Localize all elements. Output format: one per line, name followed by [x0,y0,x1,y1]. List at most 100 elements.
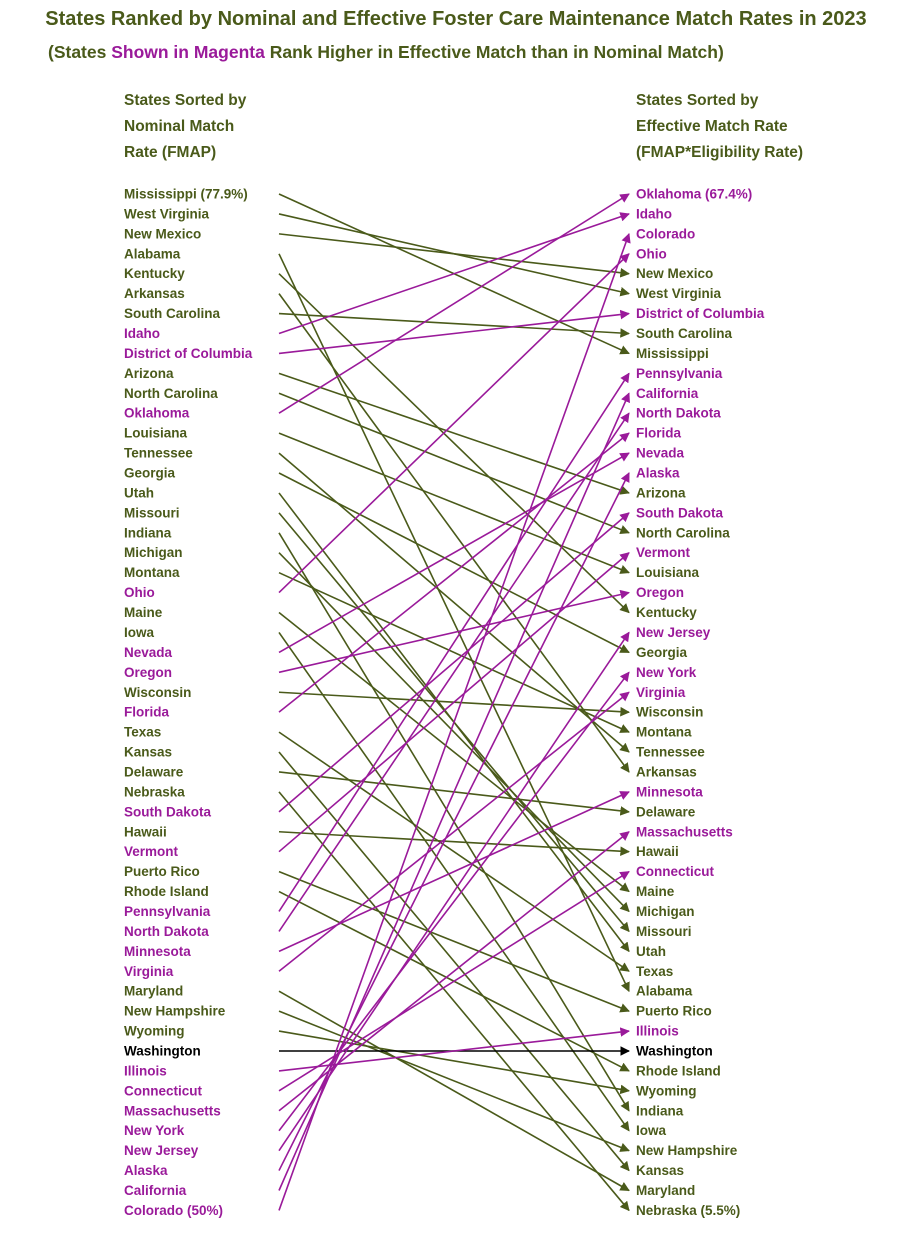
left-label-missouri: Missouri [124,505,180,520]
left-label-washington: Washington [124,1043,201,1058]
left-label-maine: Maine [124,605,163,620]
left-label-south-dakota: South Dakota [124,804,211,819]
connector-ohio [278,253,630,594]
left-label-montana: Montana [124,565,180,580]
left-label-new-mexico: New Mexico [124,226,201,241]
right-label-new-jersey: New Jersey [636,625,711,640]
right-column-header: States Sorted by Effective Match Rate (F… [636,88,803,166]
connector-north-carolina [278,392,630,535]
connector-montana [278,571,630,733]
left-label-massachusetts: Massachusetts [124,1103,221,1118]
left-label-california: California [124,1183,187,1198]
left-label-virginia: Virginia [124,964,174,979]
right-label-new-mexico: New Mexico [636,266,713,281]
left-label-oklahoma: Oklahoma [124,406,190,421]
left-label-indiana: Indiana [124,525,172,540]
connector-georgia [278,472,630,654]
chart-subtitle: (States Shown in Magenta Rank Higher in … [48,42,724,63]
connector-michigan [278,552,630,913]
left-label-wisconsin: Wisconsin [124,685,191,700]
left-label-ohio: Ohio [124,585,155,600]
connector-maryland [278,990,630,1192]
left-label-north-carolina: North Carolina [124,386,218,401]
right-label-rhode-island: Rhode Island [636,1063,721,1078]
left-label-new-jersey: New Jersey [124,1143,199,1158]
right-label-south-dakota: South Dakota [636,505,723,520]
left-label-nebraska: Nebraska [124,784,185,799]
connector-california [278,392,630,1191]
right-label-kentucky: Kentucky [636,605,697,620]
right-label-virginia: Virginia [636,685,686,700]
right-label-minnesota: Minnesota [636,784,703,799]
right-label-montana: Montana [636,725,692,740]
left-column-header: States Sorted by Nominal Match Rate (FMA… [124,88,246,166]
connector-idaho [278,212,630,335]
chart-title: States Ranked by Nominal and Effective F… [45,8,867,30]
left-label-rhode-island: Rhode Island [124,884,209,899]
left-header-line-1: States Sorted by [124,92,247,109]
connector-oregon [278,589,630,674]
left-label-minnesota: Minnesota [124,944,191,959]
left-label-colorado: Colorado (50%) [124,1203,223,1218]
right-label-georgia: Georgia [636,645,688,660]
right-label-nebraska: Nebraska (5.5%) [636,1203,740,1218]
left-header-line-3: Rate (FMAP) [124,144,217,161]
left-label-arkansas: Arkansas [124,286,185,301]
connector-connecticut [278,870,630,1092]
connector-district-of-columbia [278,309,630,355]
right-label-missouri: Missouri [636,924,692,939]
right-label-illinois: Illinois [636,1024,679,1039]
left-label-tennessee: Tennessee [124,446,193,461]
right-label-south-carolina: South Carolina [636,326,732,341]
connector-kentucky [278,273,630,614]
right-label-new-hampshire: New Hampshire [636,1143,738,1158]
left-label-nevada: Nevada [124,645,173,660]
connector-iowa [278,632,630,1132]
left-label-florida: Florida [124,705,169,720]
right-label-mississippi: Mississippi [636,346,709,361]
right-label-north-dakota: North Dakota [636,406,721,421]
right-label-kansas: Kansas [636,1163,684,1178]
left-label-utah: Utah [124,485,154,500]
left-label-south-carolina: South Carolina [124,306,220,321]
connector-kansas [278,751,630,1172]
connector-new-mexico [278,233,630,278]
right-label-puerto-rico: Puerto Rico [636,1004,712,1019]
right-label-florida: Florida [636,426,681,441]
connector-hawaii [278,830,630,856]
connector-florida [278,432,630,713]
left-label-delaware: Delaware [124,764,184,779]
right-label-idaho: Idaho [636,206,672,221]
left-label-michigan: Michigan [124,545,183,560]
right-label-connecticut: Connecticut [636,864,715,879]
left-header-line-2: Nominal Match [124,118,235,135]
left-label-idaho: Idaho [124,326,160,341]
right-label-massachusetts: Massachusetts [636,824,733,839]
right-label-colorado: Colorado [636,226,695,241]
right-label-louisiana: Louisiana [636,565,700,580]
left-label-west-virginia: West Virginia [124,206,210,221]
right-label-maine: Maine [636,884,675,899]
left-label-pennsylvania: Pennsylvania [124,904,211,919]
left-label-arizona: Arizona [124,366,174,381]
right-label-california: California [636,386,699,401]
connector-lines [278,193,631,1212]
subtitle-after: Rank Higher in Effective Match than in N… [264,42,724,62]
connector-texas [278,731,630,972]
connector-nebraska [278,791,630,1212]
right-label-north-carolina: North Carolina [636,525,730,540]
right-label-wyoming: Wyoming [636,1083,697,1098]
left-label-texas: Texas [124,725,161,740]
right-label-utah: Utah [636,944,666,959]
connector-wyoming [278,1030,630,1095]
left-label-illinois: Illinois [124,1063,167,1078]
right-label-pennsylvania: Pennsylvania [636,366,723,381]
left-label-vermont: Vermont [124,844,179,859]
left-label-connecticut: Connecticut [124,1083,203,1098]
connector-north-dakota [278,412,630,932]
connector-massachusetts [278,831,630,1112]
connector-arizona [278,372,630,495]
right-label-west-virginia: West Virginia [636,286,722,301]
connector-oklahoma [278,193,630,414]
right-label-hawaii: Hawaii [636,844,679,859]
